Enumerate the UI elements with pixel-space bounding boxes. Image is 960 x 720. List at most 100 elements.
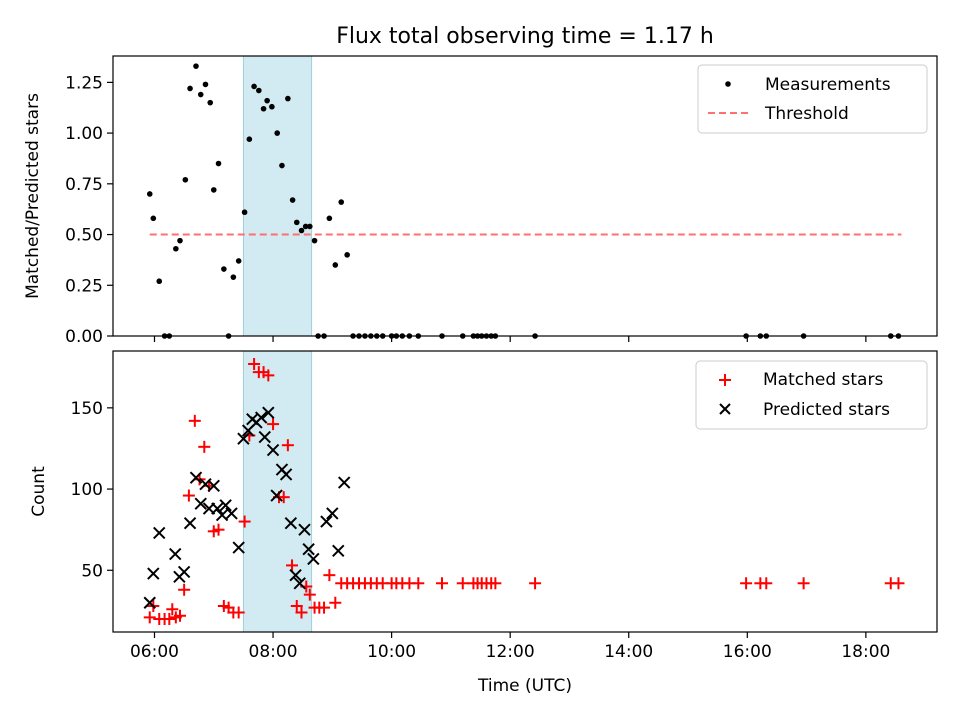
count-y-axis: 50 100 150 [71, 399, 113, 581]
matched-star-point [166, 603, 179, 616]
predicted-star-point [258, 430, 271, 444]
measurement-point [293, 219, 300, 226]
matched-star-point [188, 414, 201, 427]
x-tick-label: 08:00 [249, 642, 298, 662]
predicted-star-point [153, 526, 166, 540]
measurement-point [264, 97, 270, 104]
predicted-star-point [219, 499, 232, 512]
measurement-point [298, 227, 305, 234]
ratio-plot-frame [112, 55, 938, 337]
matched-star-point [318, 601, 331, 614]
predicted-star-point [320, 515, 333, 528]
matched-star-point [163, 613, 176, 626]
count-y-tick-label: 50 [81, 561, 103, 581]
chart-title: Flux total observing time = 1.17 h [336, 24, 714, 49]
matched-star-point [173, 609, 186, 622]
measurement-point [338, 199, 345, 205]
measurement-point [210, 187, 217, 193]
matched-star-point [760, 577, 773, 590]
matched-star-point [232, 606, 245, 619]
legend-threshold-label: Threshold [764, 104, 849, 124]
measurement-point [207, 99, 214, 106]
ratio-y-tick-label: 1.00 [65, 124, 103, 144]
predicted-star-point [215, 508, 229, 522]
measurement-point [260, 105, 267, 112]
measurement-point [146, 191, 153, 197]
ratio-panel: 0.00 0.25 0.50 0.75 1.00 1.25 Matched/Predict… [23, 55, 938, 347]
measurement-point [311, 237, 318, 244]
predicted-star-point [211, 502, 224, 515]
predicted-star-point [207, 479, 220, 493]
matched-star-point [267, 418, 280, 431]
x-tick-label: 12:00 [486, 642, 535, 662]
x-tick-label: 10:00 [367, 642, 416, 662]
predicted-star-point [302, 542, 315, 556]
predicted-star-point [147, 567, 160, 580]
matched-star-point [262, 369, 275, 382]
measurement-point [177, 237, 183, 244]
measurement-point [230, 274, 237, 280]
predicted-star-point [293, 577, 306, 590]
predicted-star-point [237, 432, 250, 445]
legend-measurements-label: Measurements [765, 75, 891, 95]
ratio-y-tick-label: 0.50 [65, 226, 103, 246]
count-y-tick-label: 150 [71, 399, 103, 419]
count-panel: 50 100 150 06:00 08:00 10:00 12:00 14:00 16:00 1… [29, 350, 938, 696]
matched-star-point [281, 439, 294, 452]
legend-predicted-label: Predicted stars [763, 400, 890, 420]
count-plot-frame [112, 350, 938, 633]
measurement-point [150, 215, 157, 222]
measurement-point [302, 223, 309, 230]
matched-star-point [436, 577, 449, 590]
measurement-point [156, 278, 163, 285]
measurement-point [202, 81, 209, 88]
matched-star-point [489, 577, 502, 590]
ratio-y-tick-label: 1.25 [65, 73, 103, 93]
x-tick-label: 14:00 [604, 642, 653, 662]
measurement-point [221, 266, 227, 272]
matched-star-point [290, 600, 303, 613]
matched-star-point [248, 357, 261, 370]
predicted-star-point [183, 516, 197, 530]
ratio-y-tick-label: 0.75 [65, 175, 103, 195]
measurement-point [193, 63, 199, 69]
ratio-y-tick-label: 0.00 [65, 327, 103, 347]
predicted-star-point [177, 565, 191, 579]
matched-star-point [797, 577, 810, 590]
measurement-point [251, 83, 257, 90]
count-points [143, 357, 905, 626]
matched-star-point [329, 596, 342, 609]
predicted-star-point [332, 544, 345, 557]
predicted-star-point [266, 443, 280, 457]
measurement-point [344, 252, 350, 258]
measurement-point [269, 103, 275, 110]
legend-matched-marker [719, 374, 731, 386]
measurement-point [274, 130, 281, 136]
matched-star-point [303, 588, 316, 601]
measurement-point [182, 176, 189, 183]
matched-star-point [295, 606, 308, 619]
x-axis-label: Time (UTC) [477, 676, 572, 696]
measurement-point [246, 136, 253, 142]
matched-star-point [412, 577, 425, 590]
count-y-label: Count [29, 466, 49, 517]
x-tick-label: 06:00 [130, 642, 179, 662]
measurement-point [241, 209, 248, 216]
predicted-star-point [298, 523, 311, 536]
measurement-points [146, 63, 902, 339]
matched-star-point [740, 577, 753, 590]
predicted-star-point [270, 489, 283, 502]
measurement-point [197, 91, 204, 98]
measurement-point [235, 258, 242, 264]
predicted-star-point [284, 516, 298, 530]
measurement-point [187, 85, 193, 92]
ratio-y-axis: 0.00 0.25 0.50 0.75 1.00 1.25 [65, 73, 113, 347]
count-x-axis: 06:00 08:00 10:00 12:00 14:00 16:00 18:00 [130, 632, 890, 662]
matched-star-point [212, 523, 225, 536]
measurement-point [332, 262, 339, 268]
measurement-point [285, 95, 291, 102]
measurement-point [279, 162, 285, 169]
predicted-star-point [279, 468, 293, 481]
measurement-point [289, 197, 296, 203]
